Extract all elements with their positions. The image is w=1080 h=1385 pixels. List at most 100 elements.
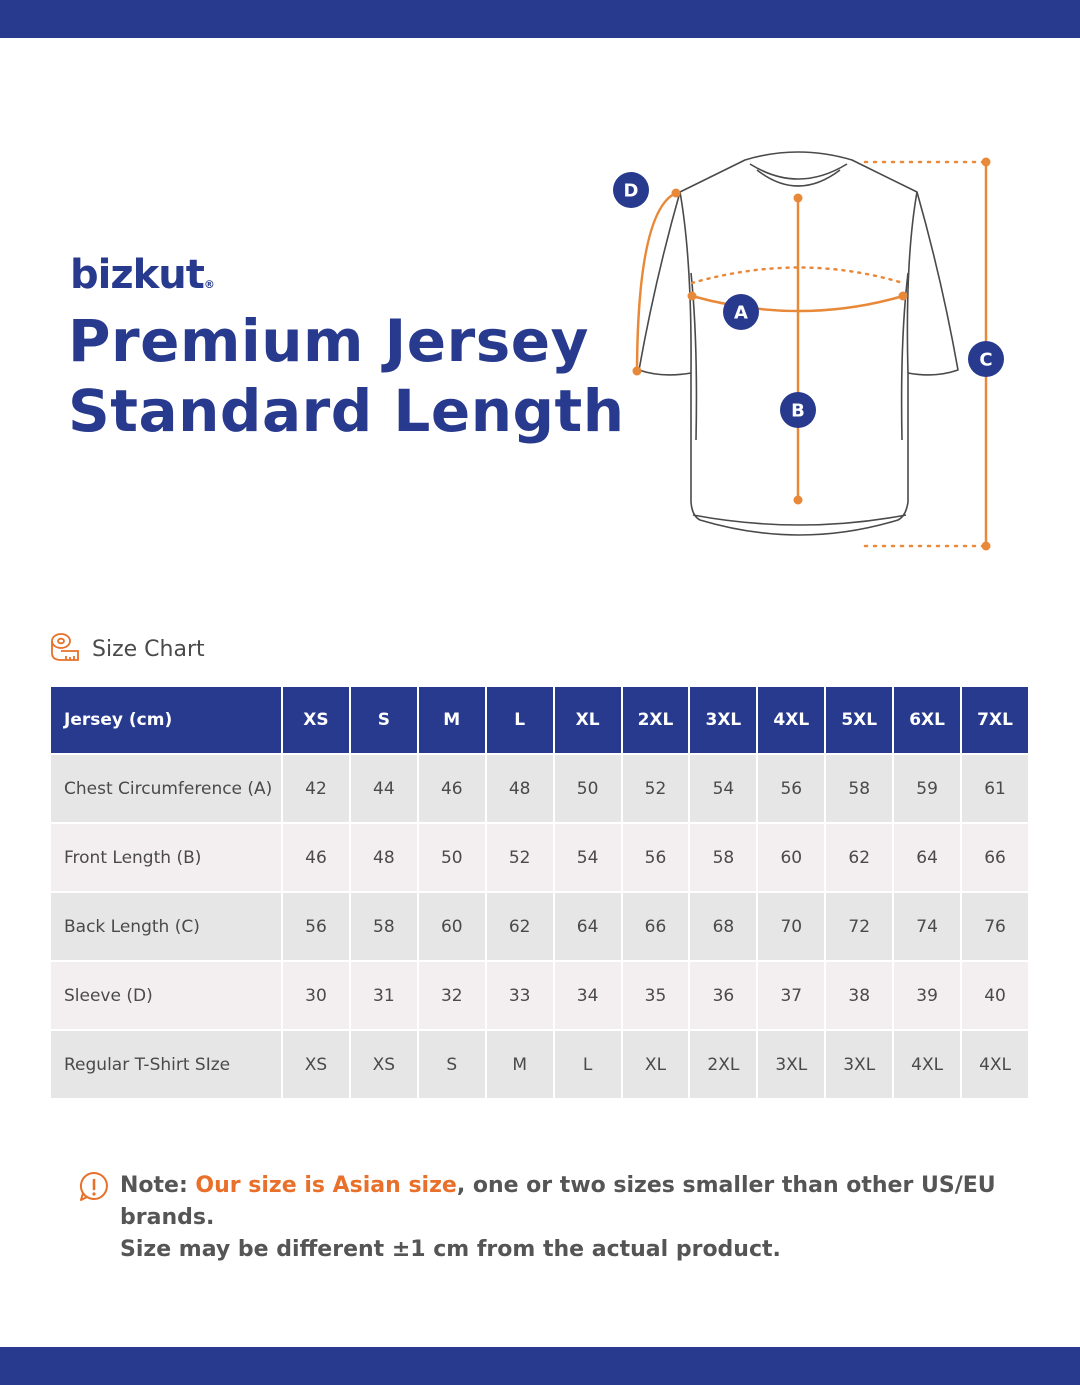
- table-cell: 50: [417, 823, 487, 893]
- table-cell: 3XL: [757, 1030, 827, 1100]
- table-cell: 72: [825, 892, 895, 962]
- table-cell: 30: [282, 961, 351, 1031]
- table-row: Chest Circumference (A) 42 44 46 48 50 5…: [51, 754, 1030, 824]
- svg-text:C: C: [979, 350, 992, 371]
- column-header: 6XL: [893, 687, 963, 755]
- table-cell: 58: [349, 892, 419, 962]
- column-header: 3XL: [689, 687, 759, 755]
- marker-c: C: [968, 341, 1004, 377]
- note-text: Note: Our size is Asian size, one or two…: [120, 1170, 1080, 1266]
- column-header: 2XL: [621, 687, 691, 755]
- table-cell: 76: [961, 892, 1030, 962]
- size-chart-table: Jersey (cm) XS S M L XL 2XL 3XL 4XL 5XL …: [51, 687, 1030, 1100]
- table-cell: 52: [621, 754, 691, 824]
- table-cell: 32: [417, 961, 487, 1031]
- jersey-diagram: D A B C: [613, 151, 1004, 551]
- table-cell: 70: [757, 892, 827, 962]
- row-label: Regular T-Shirt SIze: [51, 1030, 283, 1100]
- note-line-1: Note: Our size is Asian size, one or two…: [120, 1170, 1080, 1234]
- table-cell: 48: [349, 823, 419, 893]
- table-cell: 58: [689, 823, 759, 893]
- brand-registered-mark: ®: [203, 278, 215, 291]
- table-cell: 38: [825, 961, 895, 1031]
- table-cell: 2XL: [689, 1030, 759, 1100]
- size-note: Note: Our size is Asian size, one or two…: [78, 1170, 1080, 1266]
- column-header: L: [485, 687, 555, 755]
- table-cell: 68: [689, 892, 759, 962]
- column-header: XS: [282, 687, 351, 755]
- measuring-tape-icon: [50, 632, 80, 666]
- svg-text:A: A: [734, 303, 748, 324]
- marker-badges: D A B C: [613, 172, 1004, 428]
- table-cell: 36: [689, 961, 759, 1031]
- table-cell: 52: [485, 823, 555, 893]
- page-title: Premium Jersey Standard Length: [68, 306, 625, 446]
- table-cell: 64: [553, 892, 623, 962]
- table-cell: 50: [553, 754, 623, 824]
- table-cell: 34: [553, 961, 623, 1031]
- table-row: Back Length (C) 56 58 60 62 64 66 68 70 …: [51, 892, 1030, 962]
- table-cell: 4XL: [961, 1030, 1030, 1100]
- table-row: Sleeve (D) 30 31 32 33 34 35 36 37 38 39…: [51, 961, 1030, 1031]
- table-cell: 54: [689, 754, 759, 824]
- svg-text:B: B: [791, 401, 805, 422]
- table-cell: 48: [485, 754, 555, 824]
- table-cell: 62: [825, 823, 895, 893]
- bottom-bar: [0, 1347, 1080, 1385]
- row-label: Sleeve (D): [51, 961, 283, 1031]
- note-prefix: Note:: [120, 1173, 196, 1198]
- chest-back-dotted: [690, 266, 905, 285]
- title-line-2: Standard Length: [68, 377, 625, 445]
- table-cell: 60: [757, 823, 827, 893]
- size-chart-label: Size Chart: [92, 636, 205, 662]
- table-header-row: Jersey (cm) XS S M L XL 2XL 3XL 4XL 5XL …: [51, 687, 1030, 755]
- table-cell: 54: [553, 823, 623, 893]
- table-cell: 62: [485, 892, 555, 962]
- table-cell: 59: [893, 754, 963, 824]
- svg-text:D: D: [624, 181, 639, 202]
- column-header: 4XL: [757, 687, 827, 755]
- column-header: 7XL: [961, 687, 1030, 755]
- table-cell: 56: [757, 754, 827, 824]
- table-cell: S: [417, 1030, 487, 1100]
- table-cell: 58: [825, 754, 895, 824]
- table-cell: 31: [349, 961, 419, 1031]
- column-header: 5XL: [825, 687, 895, 755]
- table-cell: L: [553, 1030, 623, 1100]
- table-cell: XS: [349, 1030, 419, 1100]
- table-cell: 56: [282, 892, 351, 962]
- brand-name: bizkut: [70, 252, 205, 298]
- column-header: XL: [553, 687, 623, 755]
- table-cell: 39: [893, 961, 963, 1031]
- measure-lines: [635, 160, 988, 548]
- size-chart-heading: Size Chart: [50, 632, 205, 666]
- title-line-1: Premium Jersey: [68, 307, 589, 375]
- table-cell: 44: [349, 754, 419, 824]
- column-header: S: [349, 687, 419, 755]
- table-cell: 35: [621, 961, 691, 1031]
- table-cell: 4XL: [893, 1030, 963, 1100]
- table-cell: 37: [757, 961, 827, 1031]
- note-rest: , one or two sizes smaller than other US…: [120, 1173, 996, 1230]
- measure-endpoints: [632, 157, 991, 551]
- table-cell: 61: [961, 754, 1030, 824]
- table-cell: 33: [485, 961, 555, 1031]
- marker-a: A: [723, 294, 759, 330]
- note-highlight: Our size is Asian size: [195, 1173, 457, 1198]
- column-header: M: [417, 687, 487, 755]
- marker-b: B: [780, 392, 816, 428]
- sleeve-measure-line: [635, 191, 677, 371]
- table-cell: 60: [417, 892, 487, 962]
- table-cell: 42: [282, 754, 351, 824]
- row-label: Front Length (B): [51, 823, 283, 893]
- table-cell: 46: [417, 754, 487, 824]
- row-label: Chest Circumference (A): [51, 754, 283, 824]
- table-cell: XS: [282, 1030, 351, 1100]
- marker-d: D: [613, 172, 649, 208]
- note-line-2: Size may be different ±1 cm from the act…: [120, 1237, 781, 1262]
- top-bar: [0, 0, 1080, 38]
- table-row: Front Length (B) 46 48 50 52 54 56 58 60…: [51, 823, 1030, 893]
- row-label: Back Length (C): [51, 892, 283, 962]
- table-cell: 56: [621, 823, 691, 893]
- table-cell: 66: [961, 823, 1030, 893]
